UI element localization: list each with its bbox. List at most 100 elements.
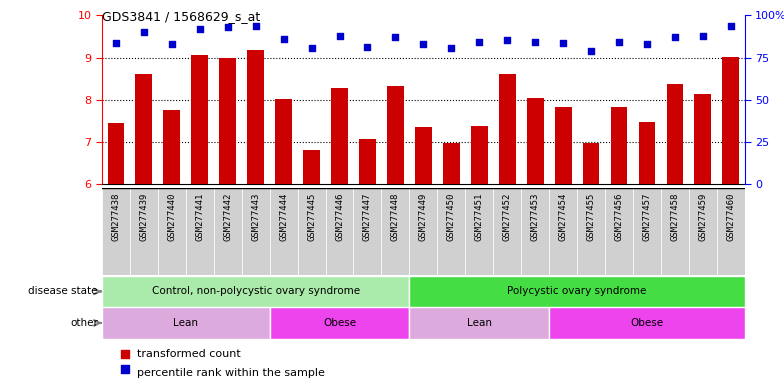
Text: GSM277454: GSM277454 <box>559 192 568 241</box>
Bar <box>270 307 409 339</box>
Bar <box>102 188 130 275</box>
Text: GSM277443: GSM277443 <box>251 192 260 241</box>
Point <box>278 36 290 42</box>
Bar <box>471 126 488 184</box>
Point <box>501 37 514 43</box>
Text: GSM277449: GSM277449 <box>419 192 428 241</box>
Bar <box>359 139 376 184</box>
Bar <box>409 307 549 339</box>
Bar <box>437 188 465 275</box>
Bar <box>493 188 521 275</box>
Bar <box>639 122 655 184</box>
Text: GSM277450: GSM277450 <box>447 192 456 241</box>
Bar <box>102 307 270 339</box>
Bar <box>382 188 409 275</box>
Text: GSM277442: GSM277442 <box>223 192 232 241</box>
Point <box>585 48 597 55</box>
Text: Control, non-polycystic ovary syndrome: Control, non-polycystic ovary syndrome <box>151 286 360 296</box>
Point <box>445 45 458 51</box>
Point <box>361 44 374 50</box>
Bar <box>331 88 348 184</box>
Bar <box>270 188 298 275</box>
Text: GSM277445: GSM277445 <box>307 192 316 241</box>
Text: GSM277460: GSM277460 <box>726 192 735 241</box>
Bar <box>633 188 661 275</box>
Point <box>669 34 681 40</box>
Bar <box>102 276 409 307</box>
Bar <box>214 188 241 275</box>
Text: GSM277459: GSM277459 <box>699 192 707 241</box>
Text: GDS3841 / 1568629_s_at: GDS3841 / 1568629_s_at <box>102 10 260 23</box>
Bar <box>409 188 437 275</box>
Bar <box>354 188 382 275</box>
Bar <box>695 94 711 184</box>
Text: disease state: disease state <box>28 286 98 296</box>
Bar <box>499 74 516 184</box>
Bar <box>555 108 572 184</box>
Text: GSM277451: GSM277451 <box>475 192 484 241</box>
Point <box>305 45 318 51</box>
Bar <box>527 98 543 184</box>
Text: GSM277444: GSM277444 <box>279 192 288 241</box>
Bar <box>443 143 459 184</box>
Text: Polycystic ovary syndrome: Polycystic ovary syndrome <box>507 286 647 296</box>
Point <box>697 33 710 39</box>
Point <box>613 38 626 45</box>
Bar <box>415 127 432 184</box>
Text: GSM277457: GSM277457 <box>642 192 652 241</box>
Point <box>110 40 122 46</box>
Point <box>191 149 203 156</box>
Bar <box>521 188 549 275</box>
Text: Lean: Lean <box>466 318 492 328</box>
Point <box>641 41 653 47</box>
Text: GSM277438: GSM277438 <box>111 192 121 241</box>
Text: Obese: Obese <box>630 318 663 328</box>
Point <box>165 41 178 47</box>
Bar <box>136 74 152 184</box>
Bar <box>465 188 493 275</box>
Bar <box>130 188 158 275</box>
Bar <box>661 188 689 275</box>
Point <box>191 289 203 295</box>
Point <box>557 40 569 46</box>
Bar <box>387 86 404 184</box>
Bar <box>275 99 292 184</box>
Bar <box>303 150 320 184</box>
Bar <box>717 188 745 275</box>
Text: GSM277453: GSM277453 <box>531 192 539 241</box>
Bar <box>722 57 739 184</box>
Bar <box>577 188 605 275</box>
Bar <box>298 188 325 275</box>
Text: GSM277452: GSM277452 <box>503 192 512 241</box>
Bar <box>409 276 745 307</box>
Text: transformed count: transformed count <box>137 349 241 359</box>
Bar <box>247 50 264 184</box>
Bar <box>191 55 208 184</box>
Point <box>417 41 430 47</box>
Text: percentile rank within the sample: percentile rank within the sample <box>137 368 325 378</box>
Text: other: other <box>70 318 98 328</box>
Point <box>724 23 737 29</box>
Point <box>333 33 346 39</box>
Bar <box>666 84 684 184</box>
Bar <box>107 123 125 184</box>
Text: GSM277446: GSM277446 <box>335 192 344 241</box>
Point <box>473 38 485 45</box>
Point <box>137 29 150 35</box>
Text: GSM277447: GSM277447 <box>363 192 372 241</box>
Point <box>221 24 234 30</box>
Bar <box>549 307 745 339</box>
Point <box>389 34 401 40</box>
Bar <box>549 188 577 275</box>
Point <box>249 23 262 29</box>
Bar <box>605 188 633 275</box>
Bar <box>689 188 717 275</box>
Bar <box>325 188 354 275</box>
Text: GSM277448: GSM277448 <box>391 192 400 241</box>
Text: Obese: Obese <box>323 318 356 328</box>
Point <box>529 38 542 45</box>
Bar <box>611 108 627 184</box>
Text: GSM277441: GSM277441 <box>195 192 205 241</box>
Point <box>194 26 206 32</box>
Text: GSM277440: GSM277440 <box>167 192 176 241</box>
